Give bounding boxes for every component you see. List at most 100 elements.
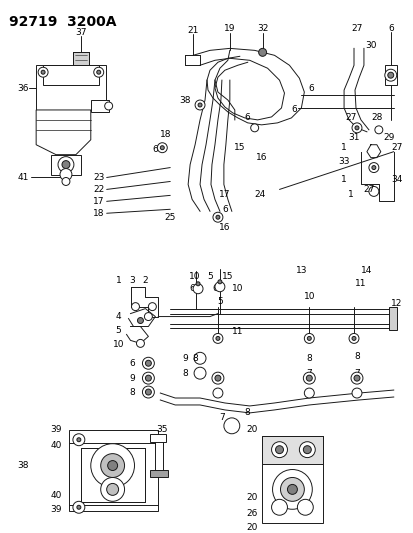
Circle shape xyxy=(196,282,199,286)
Text: 6: 6 xyxy=(308,84,313,93)
Bar xyxy=(388,306,396,330)
Circle shape xyxy=(216,215,219,219)
Text: 34: 34 xyxy=(390,175,401,184)
Circle shape xyxy=(58,157,74,173)
Text: 7: 7 xyxy=(353,369,359,378)
Text: 3: 3 xyxy=(129,276,135,285)
Text: 16: 16 xyxy=(255,153,267,162)
Circle shape xyxy=(299,442,315,458)
Circle shape xyxy=(142,372,154,384)
Text: 40: 40 xyxy=(50,491,62,500)
Circle shape xyxy=(304,388,313,398)
Text: 19: 19 xyxy=(223,24,235,33)
Circle shape xyxy=(212,334,222,343)
Circle shape xyxy=(145,360,151,366)
Bar xyxy=(81,448,145,502)
Text: 37: 37 xyxy=(75,28,86,37)
Bar xyxy=(81,448,145,502)
Text: 39: 39 xyxy=(50,505,62,514)
Circle shape xyxy=(104,102,112,110)
Text: 11: 11 xyxy=(354,279,366,288)
Circle shape xyxy=(136,340,144,348)
Bar xyxy=(43,65,98,85)
Bar xyxy=(51,155,81,174)
Circle shape xyxy=(297,499,313,515)
Text: 30: 30 xyxy=(364,41,376,50)
Circle shape xyxy=(368,163,378,173)
Circle shape xyxy=(107,461,117,471)
Circle shape xyxy=(280,478,304,502)
Text: 8: 8 xyxy=(306,354,311,363)
Circle shape xyxy=(97,70,100,74)
Bar xyxy=(384,65,396,85)
Circle shape xyxy=(368,187,378,196)
Circle shape xyxy=(131,303,139,311)
Text: 26: 26 xyxy=(245,508,257,518)
Text: 21: 21 xyxy=(187,26,198,35)
Text: 24: 24 xyxy=(254,190,265,199)
Text: 8: 8 xyxy=(182,369,188,378)
Circle shape xyxy=(77,438,81,442)
Text: 15: 15 xyxy=(233,143,245,152)
Circle shape xyxy=(194,367,206,379)
Text: 20: 20 xyxy=(245,523,257,531)
Text: 5: 5 xyxy=(216,297,222,306)
Circle shape xyxy=(272,470,311,509)
Text: 18: 18 xyxy=(159,130,171,139)
Text: 7: 7 xyxy=(218,414,224,422)
Circle shape xyxy=(148,303,156,311)
Circle shape xyxy=(387,72,393,78)
Circle shape xyxy=(212,212,222,222)
Text: 8: 8 xyxy=(192,354,197,363)
Text: 17: 17 xyxy=(93,197,104,206)
Circle shape xyxy=(194,352,206,364)
Circle shape xyxy=(211,372,223,384)
Circle shape xyxy=(303,372,315,384)
Circle shape xyxy=(303,446,311,454)
Text: 11: 11 xyxy=(231,327,243,336)
Text: 40: 40 xyxy=(50,441,62,450)
Bar xyxy=(150,470,168,478)
Circle shape xyxy=(100,478,124,502)
Text: 6: 6 xyxy=(221,205,227,214)
Circle shape xyxy=(38,67,48,77)
Text: 33: 33 xyxy=(337,157,349,166)
Bar xyxy=(69,430,158,511)
Text: 27: 27 xyxy=(344,114,356,123)
Text: 4: 4 xyxy=(116,312,121,321)
Circle shape xyxy=(306,336,311,341)
Text: 31: 31 xyxy=(347,133,359,142)
Bar xyxy=(261,436,323,523)
Circle shape xyxy=(93,67,103,77)
Circle shape xyxy=(142,357,154,369)
Circle shape xyxy=(374,126,382,134)
Text: 27: 27 xyxy=(351,24,362,33)
Circle shape xyxy=(62,160,70,168)
Circle shape xyxy=(195,100,204,110)
Circle shape xyxy=(217,280,221,284)
Text: 6: 6 xyxy=(244,114,250,123)
Bar xyxy=(73,52,88,74)
Text: 23: 23 xyxy=(93,173,104,182)
Circle shape xyxy=(275,446,283,454)
Text: 10: 10 xyxy=(231,284,243,293)
Circle shape xyxy=(351,123,361,133)
Text: 1: 1 xyxy=(116,276,121,285)
Text: 10: 10 xyxy=(113,340,124,349)
Circle shape xyxy=(271,499,287,515)
Text: 1: 1 xyxy=(340,143,346,152)
Text: 5: 5 xyxy=(116,326,121,335)
Circle shape xyxy=(157,143,167,152)
Circle shape xyxy=(226,421,236,431)
Circle shape xyxy=(271,442,287,458)
Text: 39: 39 xyxy=(50,425,62,434)
Bar xyxy=(261,436,323,464)
Text: 22: 22 xyxy=(93,185,104,194)
Circle shape xyxy=(384,69,396,81)
Circle shape xyxy=(142,386,154,398)
Bar xyxy=(90,100,108,112)
Circle shape xyxy=(214,282,224,292)
Circle shape xyxy=(212,388,222,398)
Text: 29: 29 xyxy=(382,133,394,142)
Circle shape xyxy=(90,443,134,487)
